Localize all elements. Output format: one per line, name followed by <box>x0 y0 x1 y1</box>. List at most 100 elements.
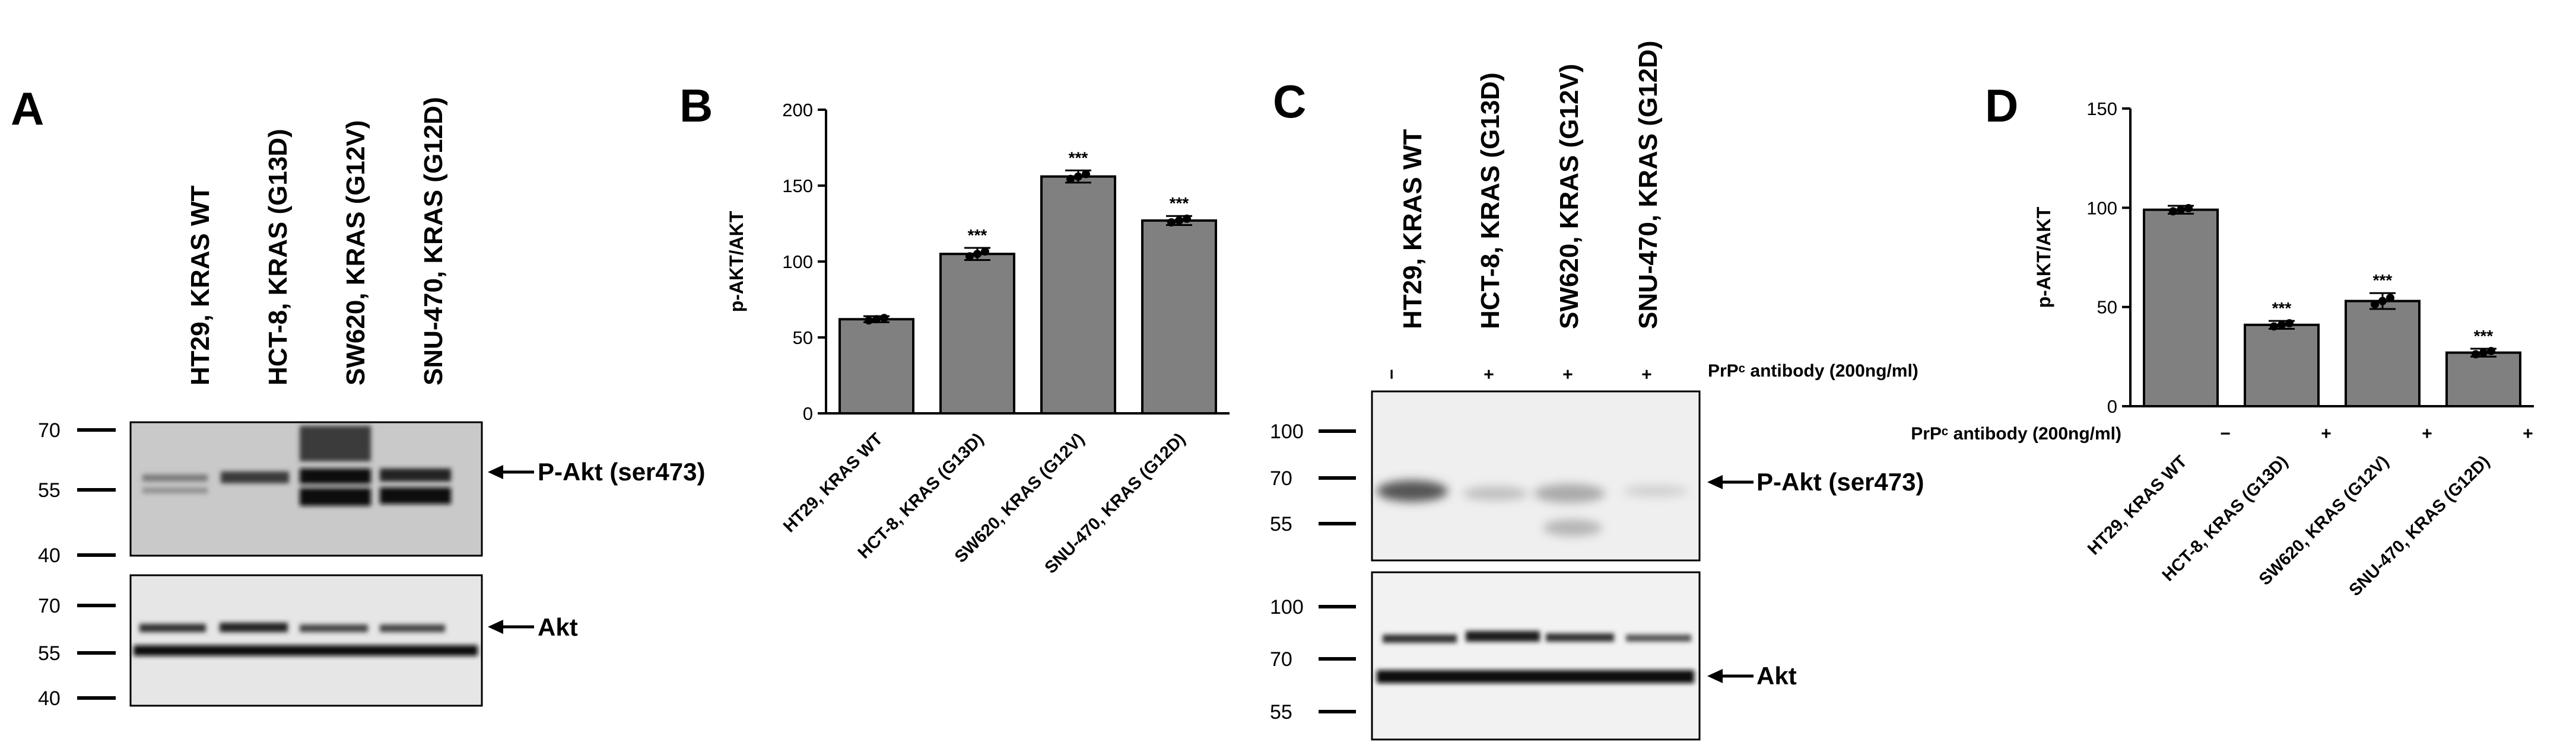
blot-c-treatment-mark-1: − <box>1382 369 1402 380</box>
chart-b-category-label-0: HT29, KRAS WT <box>780 429 887 536</box>
blot-a-upper: 70 55 40 P-Akt (ser473) <box>38 419 705 567</box>
chart-d-bar-0 <box>2143 208 2219 407</box>
blot-c-lower-marker-70: 70 <box>1270 648 1292 671</box>
chart-d-treatment-label: PrPᶜ antibody (200ng/ml) <box>1911 424 2121 444</box>
blot-a-lower-marker-40: 40 <box>38 687 61 710</box>
chart-d-significance-2: *** <box>2373 271 2393 289</box>
chart-b-point-1-2 <box>981 247 989 256</box>
chart-d-y-tick-label-1: 50 <box>2097 297 2117 318</box>
chart-b-significance-2: *** <box>1069 148 1088 167</box>
blot-c-treatment-mark-3: + <box>1558 369 1578 380</box>
chart-b-y-tick-label-1: 50 <box>793 327 813 348</box>
chart-d-y-tick-label-2: 100 <box>2086 197 2117 218</box>
blot-c-treatment-mark-2: + <box>1479 369 1499 380</box>
blot-c-upper-band-label: P-Akt (ser473) <box>1756 468 1924 496</box>
blot-c-upper-marker-55: 55 <box>1270 513 1292 536</box>
blot-c-treatment-row: − + + + PrPᶜ antibody (200ng/ml) <box>1382 361 1918 381</box>
chart-d-y-tick-label-0: 0 <box>2107 396 2117 417</box>
blot-c-upper-arrowhead <box>1707 475 1723 489</box>
chart-b-y-tick-label-4: 200 <box>782 100 813 120</box>
chart-d-point-3-1 <box>2479 348 2488 357</box>
chart-d-bar-2 <box>2345 299 2421 408</box>
blot-c-lane-label-1: HT29, KRAS WT <box>1398 129 1427 329</box>
chart-b-point-2-1 <box>1074 172 1082 181</box>
chart-d-treatment-mark-3: + <box>2523 424 2533 444</box>
blot-a-upper-arrowhead <box>488 465 503 479</box>
chart-b-y-tick-label-2: 100 <box>782 251 813 272</box>
panel-letter-c: C <box>1273 75 1306 128</box>
blot-c-treatment-label: PrPᶜ antibody (200ng/ml) <box>1708 361 1918 381</box>
blot-a-upper-marker-55: 55 <box>38 479 61 502</box>
chart-d-point-2-2 <box>2386 294 2394 302</box>
chart-b-y-axis-label: p-AKT/AKT <box>726 211 747 312</box>
chart-d-treatment-mark-0: − <box>2220 424 2231 444</box>
chart-b-point-3-2 <box>1183 214 1191 223</box>
blot-a-lower-band-label: Akt <box>538 613 578 641</box>
chart-b-y-tick-label-0: 0 <box>803 403 813 424</box>
chart-d-significance-3: *** <box>2474 327 2494 345</box>
blot-a-lane-labels: HT29, KRAS WT HCT-8, KRAS (G13D) SW620, … <box>186 97 448 385</box>
chart-d-point-1-2 <box>2285 319 2294 328</box>
blot-a-upper-marker-70: 70 <box>38 419 61 442</box>
chart-d-point-3-0 <box>2472 350 2480 359</box>
chart-b-point-0-1 <box>872 315 881 324</box>
chart-d-treatment-mark-1: + <box>2321 424 2332 444</box>
chart-d-point-0-2 <box>2184 204 2193 213</box>
chart-b-point-3-1 <box>1175 216 1183 225</box>
blot-c-lower-marker-100: 100 <box>1270 596 1304 619</box>
chart-b-y-tick-label-3: 150 <box>782 176 813 196</box>
chart-d-point-1-1 <box>2278 320 2286 329</box>
chart-b-bar-3 <box>1141 219 1217 415</box>
chart-d-point-0-0 <box>2169 207 2177 216</box>
chart-b-significance-3: *** <box>1170 194 1189 212</box>
chart-b-point-3-0 <box>1167 218 1176 227</box>
blot-c-treatment-mark-4: + <box>1637 369 1657 380</box>
blot-c-lane-labels: HT29, KRAS WT HCT-8, KRAS (G13D) SW620, … <box>1398 40 1663 329</box>
blot-c-lane-label-3: SW620, KRAS (G12V) <box>1555 64 1584 329</box>
chart-d-bar-1 <box>2244 323 2320 408</box>
panel-letter-a: A <box>11 82 44 135</box>
chart-b-bar-0 <box>838 318 914 415</box>
blot-a-lane-label-1: HT29, KRAS WT <box>186 186 215 385</box>
chart-d-y-tick-label-3: 150 <box>2086 98 2117 119</box>
blot-c-upper-marker-100: 100 <box>1270 420 1304 443</box>
blot-c-lower: 100 70 55 Akt <box>1270 571 1797 741</box>
chart-d-category-label-0: HT29, KRAS WT <box>2084 452 2191 559</box>
chart-d-point-1-0 <box>2270 322 2278 331</box>
blot-c-lane-label-4: SNU-470, KRAS (G12D) <box>1634 40 1663 329</box>
blot-a-upper-marker-40: 40 <box>38 544 61 567</box>
panel-letter-d: D <box>1985 79 2018 132</box>
blot-c-lower-band-label: Akt <box>1756 662 1797 690</box>
panel-letter-b: B <box>679 79 713 132</box>
blot-c-lane-label-2: HCT-8, KRAS (G13D) <box>1476 72 1505 329</box>
blot-a-lane-label-4: SNU-470, KRAS (G12D) <box>419 97 448 385</box>
chart-b-point-1-0 <box>965 252 974 261</box>
chart-b-point-2-0 <box>1066 174 1075 183</box>
blot-a-lane-label-3: SW620, KRAS (G12V) <box>341 120 370 385</box>
blot-a-lower-arrowhead <box>488 620 503 634</box>
chart-b-significance-1: *** <box>968 226 987 244</box>
blot-a-lower: 70 55 40 Akt <box>38 574 578 710</box>
chart-d-point-0-1 <box>2177 205 2185 214</box>
blot-a-lane-label-2: HCT-8, KRAS (G13D) <box>263 129 293 385</box>
chart-b-point-1-1 <box>973 250 982 259</box>
chart-b-point-2-2 <box>1082 170 1090 179</box>
chart-d-point-2-1 <box>2378 297 2387 305</box>
chart-d-significance-1: *** <box>2272 299 2292 317</box>
blot-a-lower-marker-70: 70 <box>38 595 61 617</box>
blot-a-lower-marker-55: 55 <box>38 642 61 665</box>
blot-c-upper: 100 70 55 P-Akt (ser473) <box>1270 390 1924 562</box>
blot-a-upper-band-label: P-Akt (ser473) <box>538 458 705 486</box>
chart-b-point-0-2 <box>880 314 888 323</box>
chart-b-bar-1 <box>939 253 1015 415</box>
chart-d-y-axis-label: p-AKT/AKT <box>2033 206 2054 308</box>
chart-d-point-2-0 <box>2371 299 2379 308</box>
chart-b-point-0-0 <box>865 316 873 325</box>
chart-b-bar-2 <box>1040 175 1116 415</box>
chart-d-point-3-2 <box>2487 346 2495 355</box>
chart-d-treatment-mark-2: + <box>2422 424 2432 444</box>
